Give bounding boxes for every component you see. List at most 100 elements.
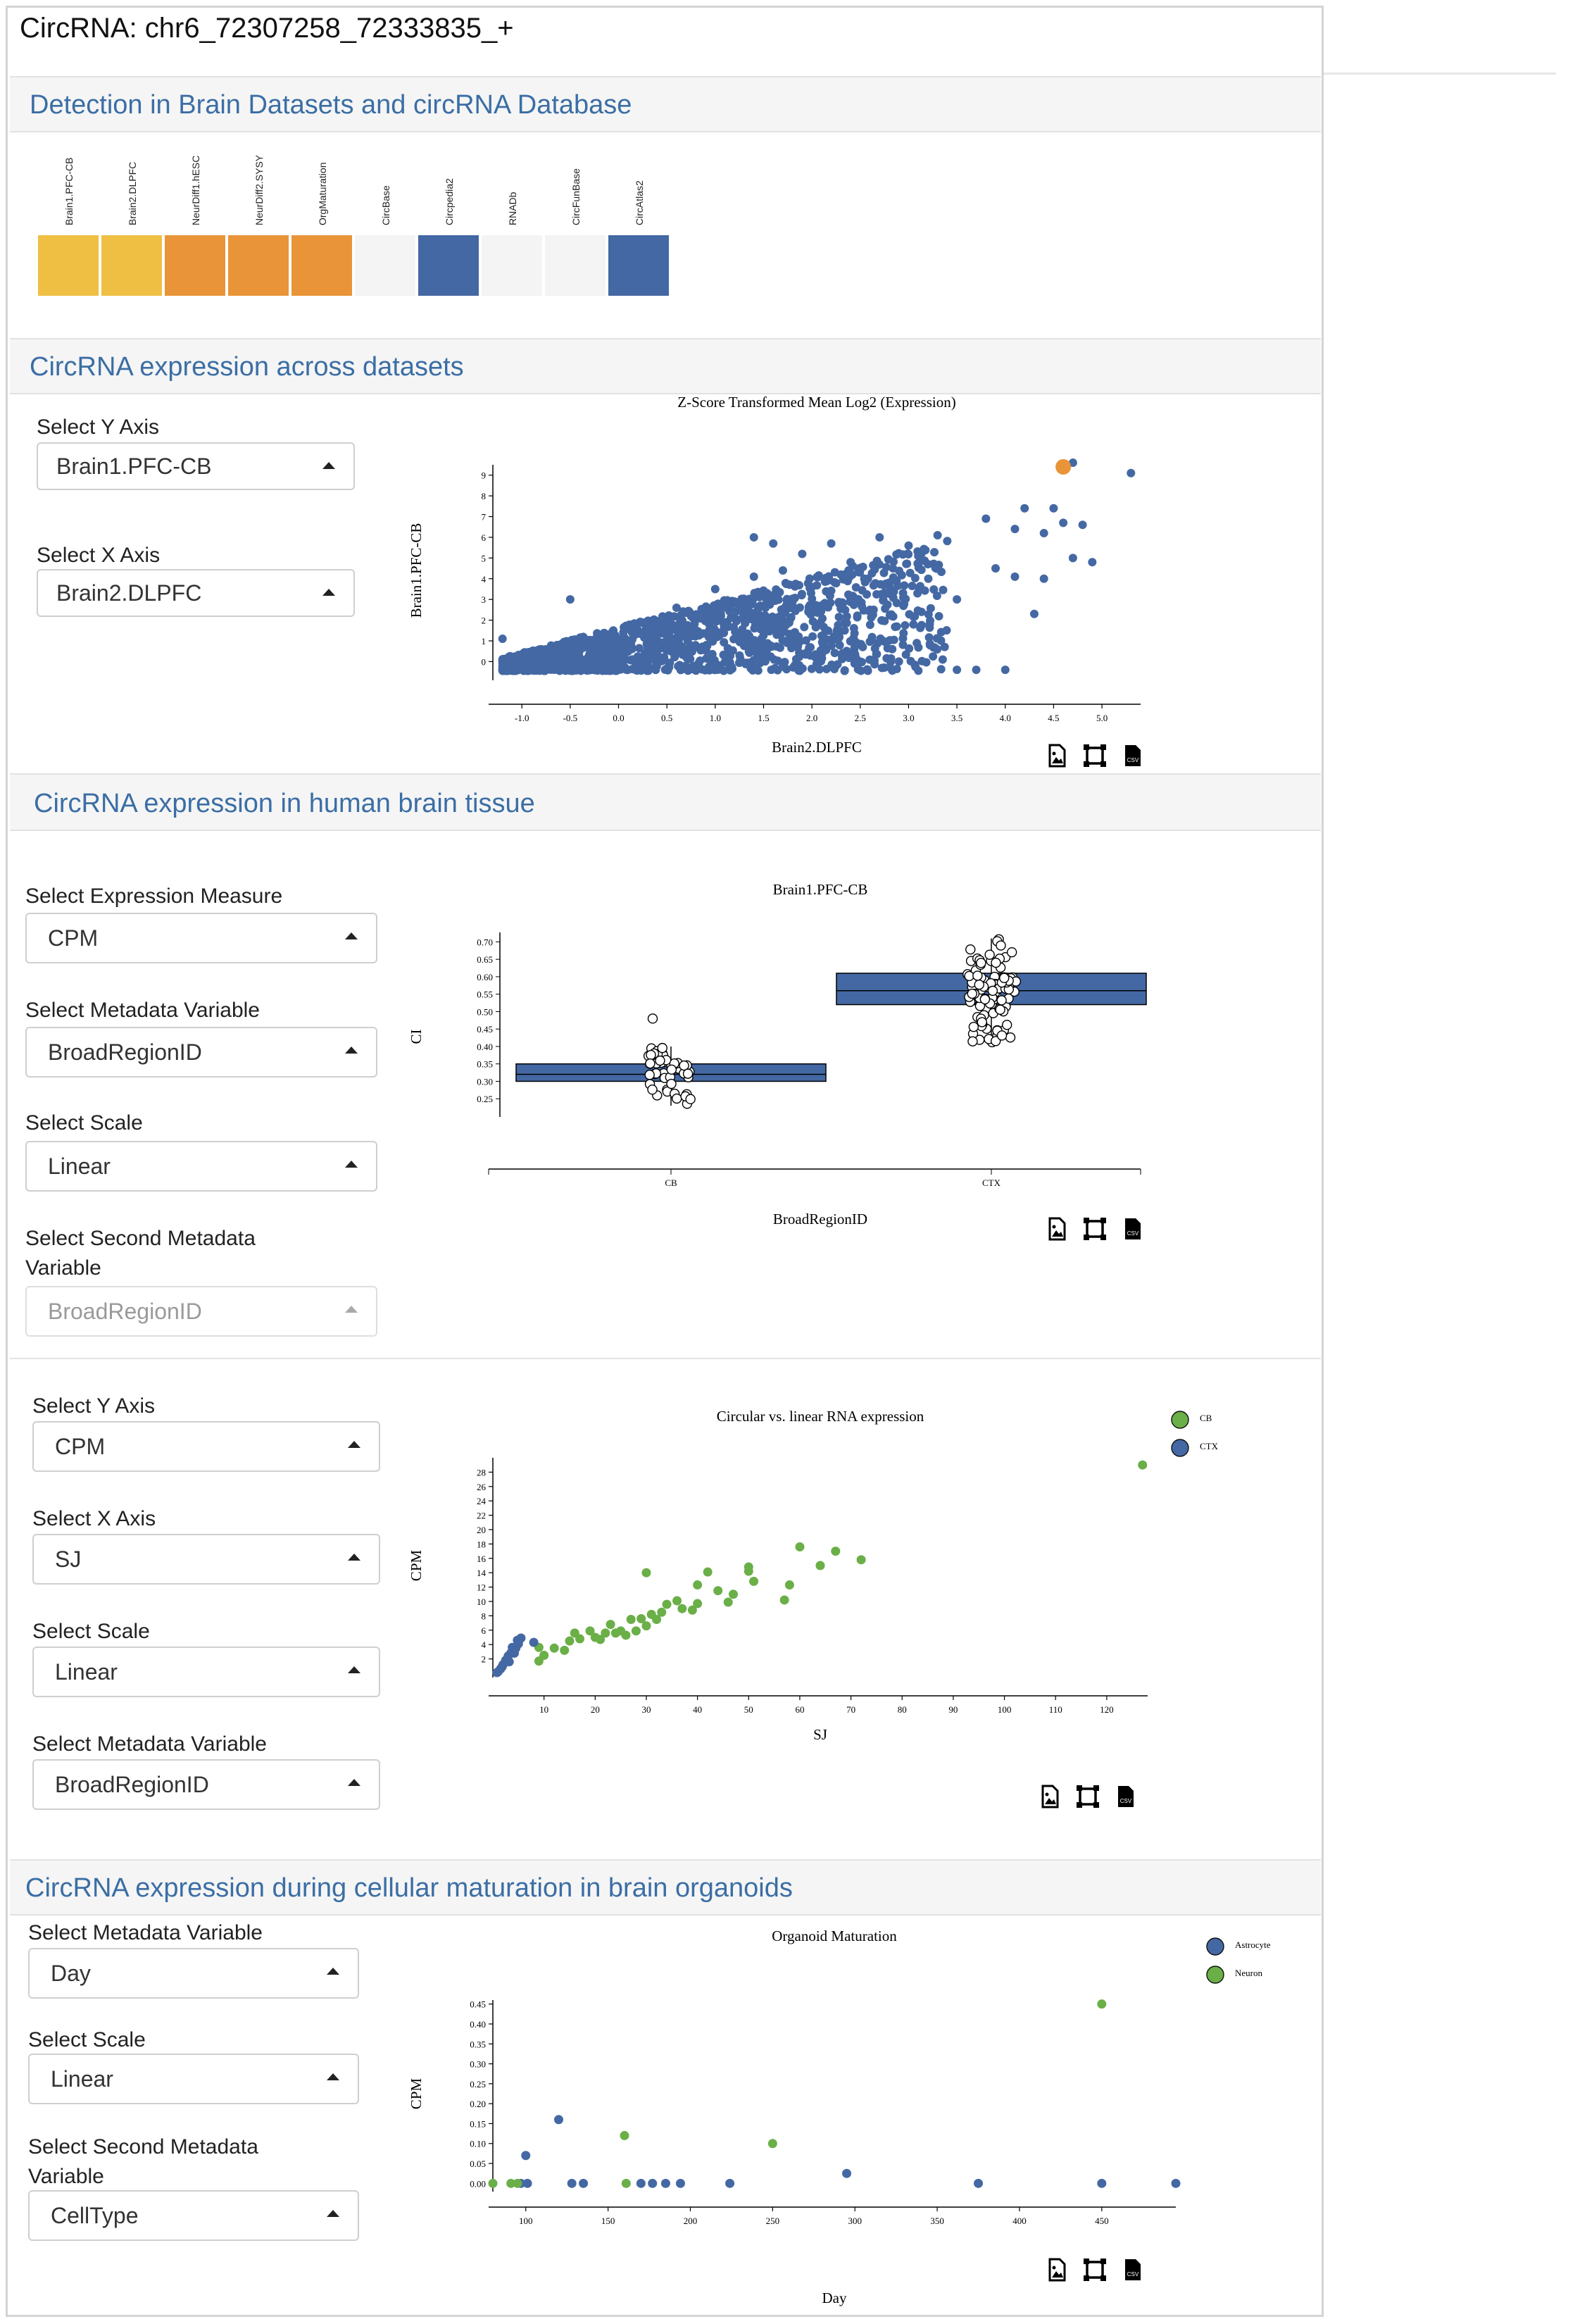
x-tick-label: 1.5 [758, 713, 769, 723]
x-axis-select-value: Brain2.DLPFC [56, 580, 202, 606]
data-point [782, 601, 791, 611]
y-axis-label: CI [408, 1029, 425, 1044]
csv-download-icon[interactable]: CSV [1121, 2258, 1145, 2282]
fullscreen-icon[interactable] [1076, 1785, 1100, 1808]
y-tick-label: 12 [477, 1582, 486, 1593]
fullscreen-icon[interactable] [1083, 2258, 1107, 2282]
data-point [532, 656, 541, 665]
data-point [529, 1637, 539, 1647]
data-point [713, 1586, 723, 1596]
heatmap-cell [291, 235, 352, 296]
circlin-y-axis-select[interactable]: CPM [32, 1421, 380, 1472]
data-point [879, 596, 888, 605]
x-axis-label: BroadRegionID [773, 1211, 867, 1227]
data-point [877, 616, 886, 625]
data-point [924, 633, 934, 642]
data-point [737, 594, 746, 604]
data-point [726, 651, 735, 661]
data-point [894, 657, 903, 666]
x-tick-label: CTX [982, 1177, 1001, 1188]
image-download-icon[interactable] [1045, 2258, 1069, 2282]
data-point [773, 621, 782, 630]
data-point [726, 666, 735, 675]
heatmap-column-label: Brain1.PFC-CB [63, 157, 75, 225]
fullscreen-icon[interactable] [1083, 1217, 1107, 1241]
image-download-icon[interactable] [1038, 1785, 1062, 1808]
data-point [604, 666, 613, 675]
image-download-icon[interactable] [1045, 744, 1069, 768]
data-point [708, 649, 717, 658]
x-axis-select[interactable]: Brain2.DLPFC [37, 569, 355, 617]
data-point [660, 2178, 670, 2188]
fullscreen-icon[interactable] [1083, 744, 1107, 768]
data-point [723, 644, 732, 653]
chart-toolbar: CSV [1038, 1785, 1138, 1808]
x-axis-label: Day [822, 2289, 847, 2306]
circlin-scale-label: Select Scale [32, 1620, 150, 1643]
data-point [858, 586, 867, 595]
section-tissue-header: CircRNA expression in human brain tissue [10, 773, 1321, 831]
circlin-scale-value: Linear [55, 1659, 118, 1685]
chart-title: Z-Score Transformed Mean Log2 (Expressio… [677, 394, 955, 411]
svg-text:CSV: CSV [1127, 1230, 1139, 1237]
section-divider [10, 1358, 1321, 1359]
csv-download-icon[interactable]: CSV [1121, 744, 1145, 768]
data-point [723, 623, 732, 632]
data-point [643, 620, 652, 629]
heatmap-cell [38, 235, 99, 296]
csv-download-icon[interactable]: CSV [1114, 1785, 1138, 1808]
data-point [714, 629, 723, 638]
data-point [744, 1566, 753, 1576]
circlin-x-axis-value: SJ [55, 1547, 82, 1572]
image-download-icon[interactable] [1045, 1217, 1069, 1241]
csv-download-icon[interactable]: CSV [1121, 1217, 1145, 1241]
organoid-metadata-select[interactable]: Day [28, 1948, 359, 1999]
data-point [808, 582, 817, 592]
data-point [824, 574, 834, 583]
data-point [912, 639, 922, 648]
data-point [836, 570, 846, 579]
data-point [621, 2178, 631, 2188]
x-tick-label: 120 [1100, 1704, 1114, 1715]
data-point [624, 647, 633, 656]
chart-organoid-maturation: Organoid Maturation 0.00 0.05 0.10 0.15 0.20 0… [408, 1928, 1271, 2306]
circlin-x-axis-select[interactable]: SJ [32, 1534, 380, 1585]
data-point [811, 650, 820, 659]
data-point [532, 646, 541, 655]
data-point [925, 639, 934, 649]
metadata-variable-select[interactable]: BroadRegionID [25, 1027, 377, 1077]
data-point [879, 568, 889, 577]
data-point [1138, 1460, 1148, 1470]
data-point [1039, 574, 1048, 583]
data-point [696, 656, 705, 666]
y-tick-label: 1 [482, 636, 487, 646]
data-point [872, 649, 881, 658]
sample-point [655, 1055, 665, 1066]
organoid-second-metadata-select[interactable]: CellType [28, 2190, 359, 2241]
second-metadata-select[interactable]: BroadRegionID [25, 1286, 377, 1337]
circlin-scale-select[interactable]: Linear [32, 1647, 380, 1697]
expression-measure-select[interactable]: CPM [25, 913, 377, 963]
y-axis-select[interactable]: Brain1.PFC-CB [37, 442, 355, 490]
data-point [620, 2130, 629, 2140]
second-metadata-label: Select Second Metadata Variable [25, 1227, 256, 1280]
data-point [631, 1626, 641, 1636]
outlier-point [647, 1013, 658, 1024]
caret-up-icon [327, 2073, 339, 2080]
data-point [573, 644, 582, 654]
scale-select[interactable]: Linear [25, 1141, 377, 1192]
sample-point [685, 1094, 696, 1104]
data-point [761, 604, 770, 613]
data-point [877, 663, 886, 673]
x-tick-label: 90 [948, 1704, 958, 1715]
data-point [871, 579, 880, 588]
data-point [703, 1567, 713, 1577]
y-tick-label: 6 [482, 532, 487, 543]
data-point [1171, 2178, 1181, 2188]
circlin-metadata-select[interactable]: BroadRegionID [32, 1759, 380, 1810]
organoid-scale-select[interactable]: Linear [28, 2054, 359, 2104]
y-tick-label: 0.05 [470, 2159, 486, 2169]
heatmap-cell [355, 235, 415, 296]
data-point [920, 586, 929, 595]
chart-toolbar: CSV [1045, 744, 1145, 768]
